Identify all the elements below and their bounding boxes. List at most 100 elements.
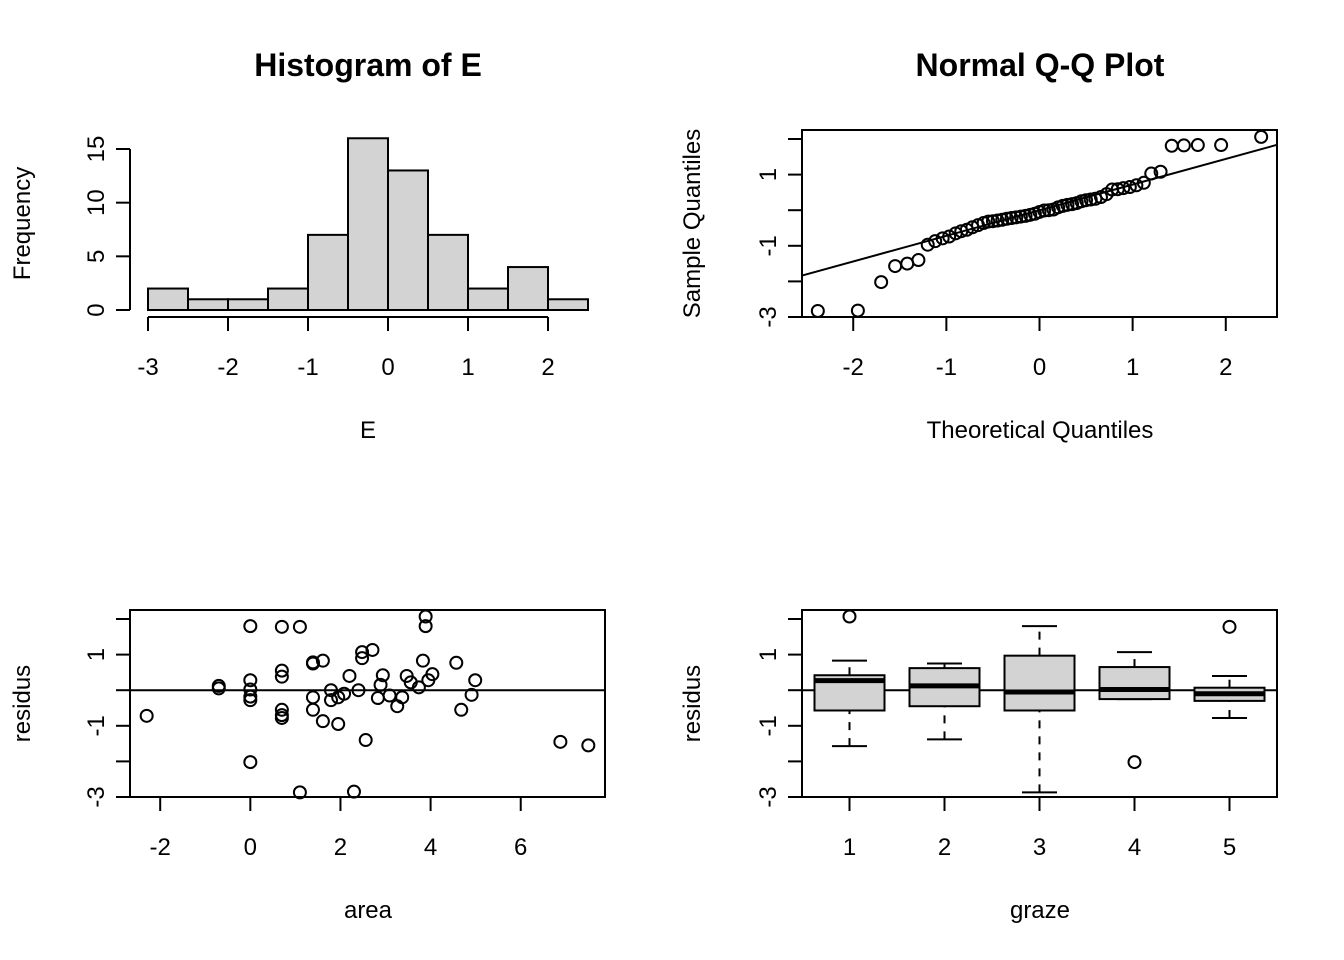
x-tick-label: -1 bbox=[297, 354, 318, 381]
data-point bbox=[305, 690, 320, 705]
data-point bbox=[1079, 193, 1094, 208]
histogram-bar bbox=[187, 298, 229, 311]
outlier-point bbox=[1222, 619, 1237, 634]
outlier-point bbox=[842, 609, 857, 624]
x-tick-label: -3 bbox=[137, 354, 158, 381]
data-point bbox=[337, 686, 352, 701]
data-point bbox=[418, 619, 433, 634]
y-tick-label: 0 bbox=[83, 303, 110, 316]
data-point bbox=[1129, 178, 1144, 193]
data-point bbox=[274, 702, 289, 717]
data-point bbox=[985, 214, 1000, 229]
data-point bbox=[351, 683, 366, 698]
data-point bbox=[305, 702, 320, 717]
plot-frame bbox=[801, 129, 1278, 318]
data-point bbox=[1004, 211, 1019, 226]
data-point bbox=[454, 702, 469, 717]
data-point bbox=[315, 653, 330, 668]
data-point bbox=[358, 733, 373, 748]
data-point bbox=[305, 655, 320, 670]
data-point bbox=[911, 253, 926, 268]
boxplot-4 bbox=[1098, 651, 1171, 770]
outlier-point bbox=[1127, 755, 1142, 770]
data-point bbox=[243, 682, 258, 697]
chart-title: Histogram of E bbox=[254, 47, 482, 83]
histogram-bar bbox=[267, 287, 309, 311]
x-tick-label: 2 bbox=[541, 354, 554, 381]
data-point bbox=[920, 237, 935, 252]
chart-panel-4: 1 2 3 4 5 -3 -1 1 graze residus bbox=[679, 609, 1278, 924]
data-point bbox=[346, 784, 361, 799]
data-point bbox=[553, 734, 568, 749]
x-tick-label: 6 bbox=[514, 834, 527, 861]
data-point bbox=[1164, 138, 1179, 153]
data-point bbox=[342, 668, 357, 683]
y-tick-label: -1 bbox=[755, 235, 782, 256]
histogram-bar bbox=[387, 169, 429, 311]
x-axis-label: Theoretical Quantiles bbox=[927, 417, 1154, 444]
data-point bbox=[211, 681, 226, 696]
y-axis-label: Frequency bbox=[9, 167, 36, 280]
data-point bbox=[1190, 138, 1205, 153]
chart-panel-2: -2 -1 0 1 2 -3 -1 1 Normal Q-Q Plot Theoretical Q… bbox=[679, 47, 1278, 444]
data-point bbox=[999, 211, 1014, 226]
data-point bbox=[355, 651, 370, 666]
data-point bbox=[323, 683, 338, 698]
data-point bbox=[274, 663, 289, 678]
data-point bbox=[418, 609, 433, 624]
histogram-bar bbox=[347, 137, 389, 311]
y-tick-label: 1 bbox=[83, 648, 110, 661]
y-axis-label: Sample Quantiles bbox=[679, 129, 706, 318]
data-point bbox=[468, 673, 483, 688]
x-tick-label: 1 bbox=[843, 834, 856, 861]
data-point bbox=[243, 755, 258, 770]
x-tick-label: 4 bbox=[424, 834, 437, 861]
x-tick-label: -2 bbox=[150, 834, 171, 861]
data-point bbox=[139, 708, 154, 723]
histogram-bar bbox=[507, 266, 549, 312]
data-point bbox=[1116, 181, 1131, 196]
data-point bbox=[1041, 203, 1056, 218]
iqr-box bbox=[1098, 666, 1171, 701]
x-tick-label: -2 bbox=[843, 354, 864, 381]
data-point bbox=[981, 214, 996, 229]
y-tick-label: -1 bbox=[755, 715, 782, 736]
boxplot-3 bbox=[1003, 625, 1076, 794]
data-point bbox=[415, 653, 430, 668]
data-point bbox=[292, 785, 307, 800]
y-tick-label: 1 bbox=[755, 648, 782, 661]
y-tick-label: -1 bbox=[83, 715, 110, 736]
data-point bbox=[370, 691, 385, 706]
data-point bbox=[810, 303, 825, 318]
y-tick-label: 5 bbox=[83, 250, 110, 263]
x-tick-label: 3 bbox=[1033, 834, 1046, 861]
data-point bbox=[1060, 197, 1075, 212]
data-point bbox=[243, 693, 258, 708]
x-tick-label: 0 bbox=[1033, 354, 1046, 381]
data-point bbox=[292, 619, 307, 634]
x-tick-label: 2 bbox=[1219, 354, 1232, 381]
data-point bbox=[382, 688, 397, 703]
x-tick-label: 1 bbox=[461, 354, 474, 381]
data-point bbox=[1009, 210, 1024, 225]
chart-panel-1: -3 -2 -1 0 1 2 0 5 10 15 Histogram of E E Frequency bbox=[9, 47, 589, 444]
data-point bbox=[425, 667, 440, 682]
iqr-box bbox=[1003, 654, 1076, 712]
data-point bbox=[900, 256, 915, 271]
x-tick-label: -2 bbox=[217, 354, 238, 381]
data-point bbox=[1122, 180, 1137, 195]
y-tick-label: -3 bbox=[83, 786, 110, 807]
histogram-bar bbox=[427, 233, 469, 311]
y-tick-label: 10 bbox=[83, 189, 110, 216]
data-point bbox=[942, 229, 957, 244]
boxplot-5 bbox=[1193, 619, 1266, 719]
data-point bbox=[323, 693, 338, 708]
chart-title: Normal Q-Q Plot bbox=[916, 47, 1165, 83]
x-axis-label: E bbox=[360, 417, 376, 444]
data-point bbox=[1136, 175, 1151, 190]
data-point bbox=[375, 668, 390, 683]
data-point bbox=[395, 690, 410, 705]
data-point bbox=[850, 303, 865, 318]
data-point bbox=[331, 717, 346, 732]
